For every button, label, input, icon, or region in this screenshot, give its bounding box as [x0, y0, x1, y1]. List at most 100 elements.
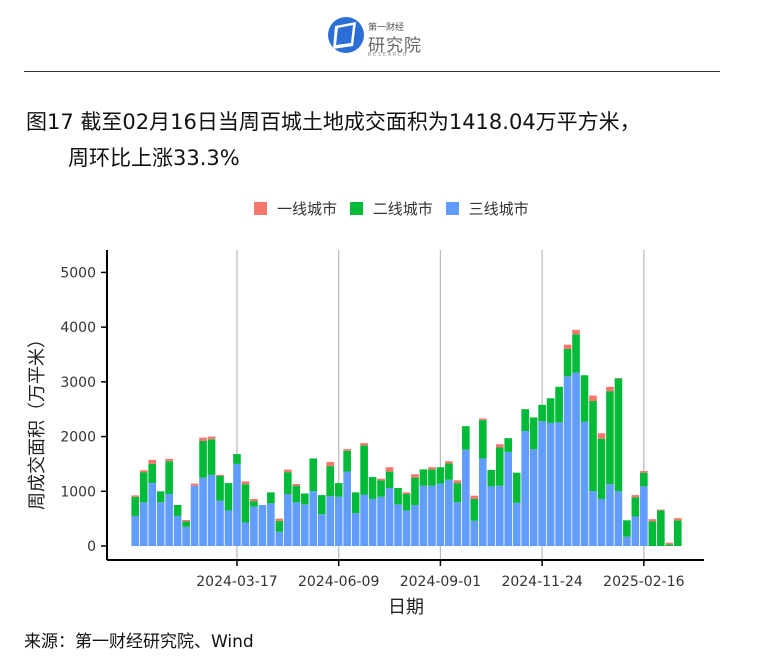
- bar-segment: [173, 515, 182, 546]
- bar-segment: [487, 486, 496, 546]
- bar-segment: [377, 496, 385, 546]
- bar-segment: [317, 514, 326, 546]
- bar-segment: [360, 443, 368, 446]
- bar-segment: [631, 497, 640, 517]
- bar-segment: [478, 420, 487, 459]
- bar-segment: [148, 459, 157, 464]
- bar-segment: [343, 450, 351, 472]
- bar-segment: [216, 500, 224, 546]
- bar-segment: [267, 503, 275, 546]
- bar-segment: [487, 469, 496, 487]
- chart-legend: 一线城市 二线城市 三线城市: [254, 198, 537, 219]
- header-divider: [24, 71, 720, 72]
- bar-segment: [334, 496, 343, 546]
- bar-segment: [199, 437, 207, 441]
- bar-segment: [648, 519, 657, 522]
- bar-segment: [139, 502, 148, 546]
- x-tick-label: 2024-06-09: [298, 574, 379, 590]
- bar-segment: [572, 372, 580, 546]
- legend-swatch-tier1: [254, 202, 267, 215]
- bar-segment: [394, 504, 402, 546]
- bar-segment: [224, 510, 233, 546]
- bar-segment: [394, 488, 402, 505]
- bar-segment: [139, 472, 148, 503]
- bar-segment: [275, 518, 284, 521]
- bar-segment: [589, 401, 597, 492]
- bar-segment: [402, 510, 411, 546]
- y-tick-label: 0: [87, 539, 96, 555]
- bar-segment: [131, 495, 140, 497]
- bar-segment: [190, 483, 199, 486]
- bar-segment: [606, 386, 614, 392]
- bar-segment: [597, 433, 606, 439]
- bar-segment: [250, 501, 258, 507]
- bar-segment: [411, 477, 419, 505]
- bar-segment: [326, 496, 335, 546]
- bar-segment: [233, 454, 241, 464]
- bar-segment: [360, 494, 368, 546]
- logo-book-icon: [328, 17, 364, 53]
- bar-segment: [275, 520, 284, 532]
- bar-segment: [131, 496, 140, 516]
- x-tick-label: 2024-03-17: [196, 574, 277, 590]
- bar-segment: [478, 418, 487, 421]
- bar-segment: [521, 409, 529, 432]
- bar-segment: [504, 451, 513, 546]
- bar-segment: [453, 483, 462, 503]
- bar-segment: [199, 440, 207, 478]
- legend-label-tier1: 一线城市: [277, 200, 338, 218]
- bar-segment: [614, 378, 623, 379]
- bar-segment: [182, 526, 190, 546]
- bar-segment: [250, 506, 258, 546]
- x-tick-label: 2025-02-16: [603, 574, 684, 590]
- legend-item-tier1: 一线城市: [254, 198, 337, 219]
- bar-segment: [555, 386, 563, 423]
- bar-segment: [284, 469, 292, 473]
- bar-segment: [258, 504, 267, 546]
- bar-segment: [233, 463, 241, 546]
- bar-segment: [411, 504, 419, 546]
- y-axis-title: 周成交面积（万平米）: [27, 330, 48, 510]
- bar-segment: [165, 461, 173, 495]
- x-tick-label: 2024-11-24: [501, 574, 582, 590]
- bar-segment: [563, 376, 572, 546]
- bar-segment: [462, 449, 470, 546]
- bar-segment: [462, 426, 470, 450]
- bar-segment: [419, 485, 428, 546]
- bar-segment: [165, 459, 173, 462]
- bar-segment: [589, 395, 597, 401]
- bar-segment: [546, 398, 555, 423]
- bar-segment: [580, 375, 589, 422]
- bar-segment: [631, 516, 640, 546]
- bar-segment: [470, 495, 479, 499]
- bar-segment: [368, 477, 377, 499]
- bar-segment: [478, 458, 487, 546]
- bar-segment: [165, 494, 173, 546]
- bar-segment: [495, 447, 504, 486]
- bar-segment: [495, 444, 504, 448]
- bar-segment: [309, 491, 318, 546]
- bar-segment: [546, 422, 555, 546]
- bar-segment: [495, 485, 504, 546]
- bar-segment: [538, 404, 546, 422]
- bar-segment: [351, 513, 360, 546]
- y-tick-label: 2000: [60, 430, 96, 446]
- bar-segment: [343, 471, 351, 546]
- bar-segment: [317, 495, 326, 515]
- bar-segment: [351, 492, 360, 514]
- bar-segment: [445, 463, 453, 480]
- bar-segment: [640, 471, 648, 473]
- y-tick-label: 4000: [60, 320, 96, 336]
- bar-segment: [148, 483, 157, 546]
- bar-segment: [173, 504, 182, 516]
- bar-segment: [343, 449, 351, 451]
- bar-segment: [326, 466, 335, 497]
- bar-segment: [445, 461, 453, 464]
- bar-segment: [436, 483, 445, 546]
- bar-segment: [640, 486, 648, 546]
- bar-segment: [640, 472, 648, 487]
- bar-segment: [529, 449, 538, 546]
- legend-label-tier2: 二线城市: [372, 200, 433, 218]
- y-tick-label: 3000: [60, 375, 96, 391]
- bar-segment: [512, 502, 521, 546]
